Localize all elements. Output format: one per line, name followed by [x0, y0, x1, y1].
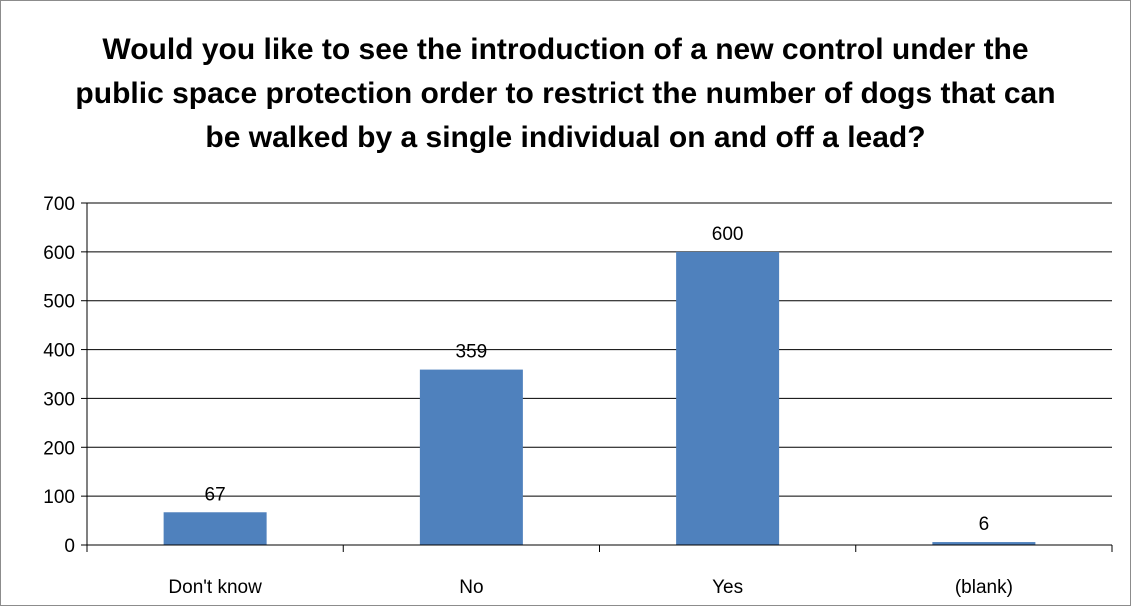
chart-title-line-2: public space protection order to restric…	[75, 77, 1056, 110]
x-tick-label: Don't know	[168, 577, 262, 598]
chart-title-line-3: be walked by a single individual on and …	[205, 121, 926, 154]
axes	[81, 202, 1113, 552]
y-tick-label: 0	[64, 536, 75, 557]
y-tick-label: 300	[43, 389, 75, 410]
data-label: 67	[205, 484, 226, 505]
bar-no	[419, 369, 523, 545]
labels: 0 100 200 300 400 500 600 700 67 Don't know 359 No 6…	[43, 194, 1013, 598]
chart-title-line-1: Would you like to see the introduction o…	[102, 33, 1029, 66]
y-tick-label: 200	[43, 438, 75, 459]
data-label: 359	[456, 342, 488, 363]
data-label: 600	[712, 224, 744, 245]
y-tick-label: 700	[43, 194, 75, 215]
data-label: 6	[979, 514, 990, 535]
bar-don-t-know	[163, 512, 267, 545]
x-tick-label: (blank)	[955, 577, 1013, 598]
bars	[163, 251, 1036, 545]
x-tick-label: Yes	[712, 577, 743, 598]
y-tick-label: 400	[43, 341, 75, 362]
gridlines	[87, 202, 1112, 497]
y-tick-label: 500	[43, 292, 75, 313]
chart-title: Would you like to see the introduction o…	[0, 28, 1131, 160]
bar-yes	[676, 251, 780, 545]
bar-blank	[932, 542, 1036, 545]
y-tick-label: 600	[43, 243, 75, 264]
x-tick-label: No	[459, 577, 483, 598]
y-tick-label: 100	[43, 487, 75, 508]
